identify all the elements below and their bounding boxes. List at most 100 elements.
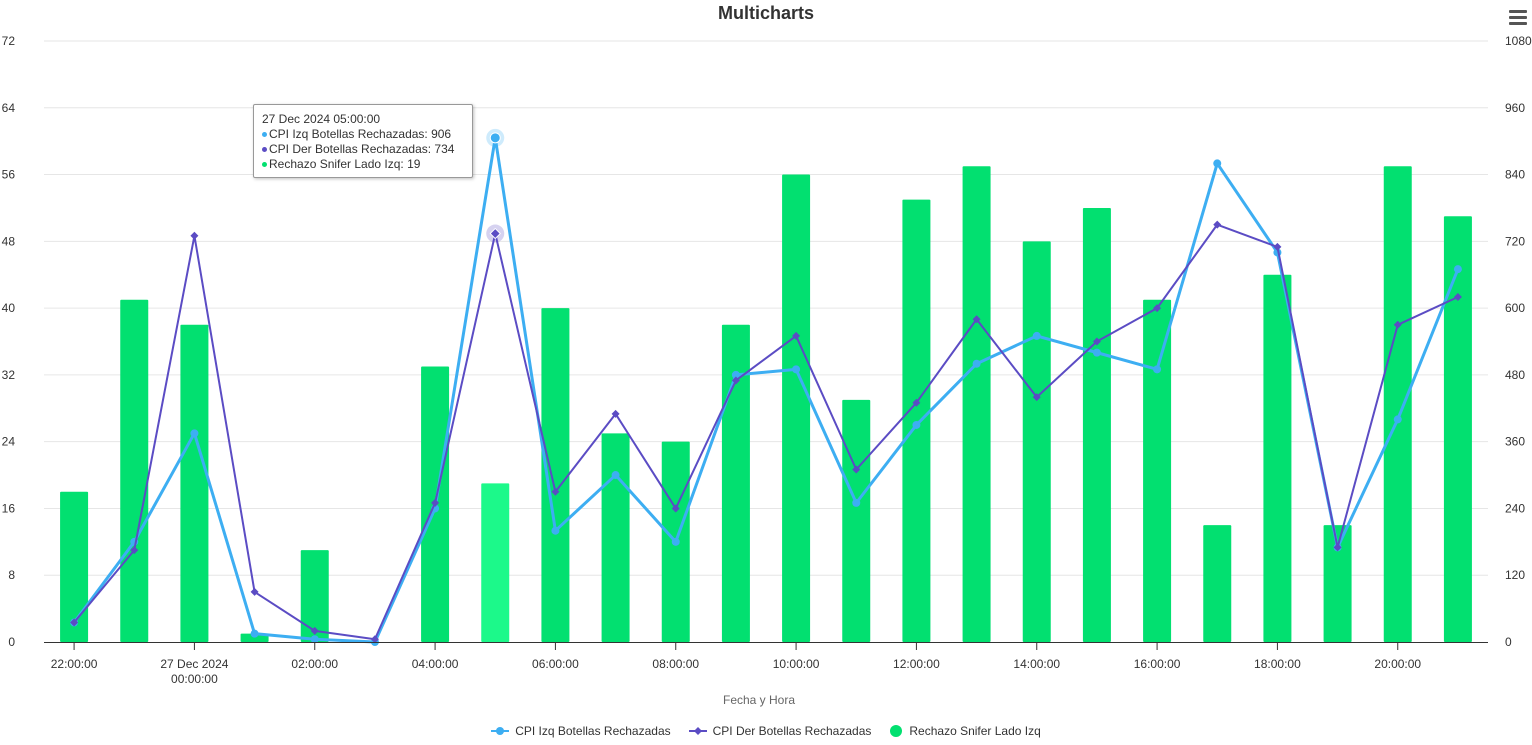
legend-line-diamond-icon xyxy=(688,727,707,735)
data-point xyxy=(1032,331,1041,340)
legend-item-cpi-der[interactable]: CPI Der Botellas Rechazadas xyxy=(688,724,872,738)
data-point xyxy=(190,429,199,438)
legend-line-circle-icon xyxy=(491,727,510,735)
data-point xyxy=(852,465,861,474)
chart-area: 0816243240485664720120240360480600720840… xyxy=(2,34,1532,707)
y-left-tick-label: 8 xyxy=(8,568,15,582)
tooltip-text-izq: CPI Izq Botellas Rechazadas: 906 xyxy=(269,127,452,141)
x-tick-label: 18:00:00 xyxy=(1254,657,1301,671)
x-tick-label: 16:00:00 xyxy=(1134,657,1181,671)
tooltip-line-snifer: Rechazo Snifer Lado Izq: 19 xyxy=(262,157,464,172)
data-point xyxy=(190,231,199,240)
tooltip-dot-snifer xyxy=(262,162,267,168)
data-point xyxy=(972,315,981,324)
data-point xyxy=(852,498,861,507)
data-point xyxy=(1092,337,1101,346)
data-point xyxy=(731,370,740,379)
x-tick-label: 08:00:00 xyxy=(652,657,699,671)
data-point xyxy=(912,398,921,407)
legend-item-cpi-izq[interactable]: CPI Izq Botellas Rechazadas xyxy=(491,724,671,738)
y-left-tick-label: 64 xyxy=(2,101,16,115)
bar xyxy=(1323,525,1352,642)
data-point xyxy=(972,359,981,368)
data-point xyxy=(551,487,560,496)
x-tick-label: 04:00:00 xyxy=(412,657,459,671)
data-point xyxy=(792,331,801,340)
bar xyxy=(1203,525,1232,642)
data-point xyxy=(489,227,501,240)
legend-label-cpi-izq: CPI Izq Botellas Rechazadas xyxy=(515,724,671,738)
legend-item-snifer[interactable]: Rechazo Snifer Lado Izq xyxy=(889,724,1041,738)
y-right-tick-label: 0 xyxy=(1505,635,1512,649)
y-left-tick-label: 0 xyxy=(8,635,15,649)
bar xyxy=(1443,216,1472,642)
data-point xyxy=(130,546,139,555)
data-point xyxy=(1153,304,1162,313)
y-left-tick-label: 48 xyxy=(2,234,16,248)
data-point xyxy=(731,376,740,385)
x-tick-label: 12:00:00 xyxy=(893,657,940,671)
data-point xyxy=(671,537,680,546)
data-point xyxy=(310,626,319,635)
data-point xyxy=(1213,159,1222,168)
data-point xyxy=(1453,265,1462,274)
x-axis-title: Fecha y Hora xyxy=(723,693,795,707)
data-point xyxy=(1213,220,1222,229)
tooltip-line-der: CPI Der Botellas Rechazadas: 734 xyxy=(262,142,464,157)
bar xyxy=(180,324,209,642)
bar xyxy=(1022,241,1051,643)
data-point xyxy=(1453,292,1462,301)
data-point xyxy=(671,504,680,513)
y-left-tick-label: 32 xyxy=(2,368,16,382)
bar-series xyxy=(60,166,1472,643)
x-tick-label: 06:00:00 xyxy=(532,657,579,671)
y-left-tick-label: 24 xyxy=(2,435,16,449)
bar xyxy=(1143,299,1172,642)
data-point xyxy=(431,498,440,507)
data-point xyxy=(310,635,319,644)
bar xyxy=(300,550,329,642)
y-right-tick-label: 240 xyxy=(1505,501,1525,515)
data-point xyxy=(1092,348,1101,357)
series-line xyxy=(73,223,1459,641)
axes: 0816243240485664720120240360480600720840… xyxy=(2,34,1532,686)
x-tick-label: 00:00:00 xyxy=(171,672,218,686)
data-point xyxy=(370,635,379,644)
x-tick-label: 20:00:00 xyxy=(1374,657,1421,671)
hamburger-menu-icon[interactable] xyxy=(1507,10,1529,30)
bar xyxy=(1082,207,1111,642)
data-point xyxy=(250,587,259,596)
data-point xyxy=(611,471,620,480)
data-point xyxy=(1153,365,1162,374)
y-right-tick-label: 1080 xyxy=(1505,34,1532,48)
line-series xyxy=(70,128,1462,646)
y-right-tick-label: 840 xyxy=(1505,168,1525,182)
bar xyxy=(60,491,89,642)
data-point xyxy=(489,132,501,144)
legend-circle-icon xyxy=(890,725,903,737)
y-left-tick-label: 16 xyxy=(2,501,16,515)
data-point xyxy=(250,629,259,638)
tooltip-header: 27 Dec 2024 05:00:00 xyxy=(262,112,381,126)
x-tick-label: 10:00:00 xyxy=(773,657,820,671)
bar xyxy=(1383,166,1412,643)
y-left-tick-label: 56 xyxy=(2,168,16,182)
data-point xyxy=(1333,543,1342,552)
tooltip-dot-izq xyxy=(262,132,267,138)
legend: CPI Izq Botellas Rechazadas CPI Der Bote… xyxy=(0,724,1532,738)
tooltip: 27 Dec 2024 05:00:00 CPI Izq Botellas Re… xyxy=(253,104,473,178)
bar xyxy=(120,299,149,642)
bar xyxy=(481,483,510,642)
y-left-tick-label: 40 xyxy=(2,301,16,315)
data-point xyxy=(551,526,560,535)
bar xyxy=(721,324,750,642)
bar xyxy=(541,308,570,642)
y-right-tick-label: 720 xyxy=(1505,234,1525,248)
series-line xyxy=(72,136,1460,644)
chart-title: Multicharts xyxy=(717,3,814,23)
legend-label-cpi-der: CPI Der Botellas Rechazadas xyxy=(712,724,872,738)
data-point xyxy=(792,365,801,374)
data-point xyxy=(1273,242,1282,251)
data-point xyxy=(611,409,620,418)
bar xyxy=(1263,274,1292,642)
